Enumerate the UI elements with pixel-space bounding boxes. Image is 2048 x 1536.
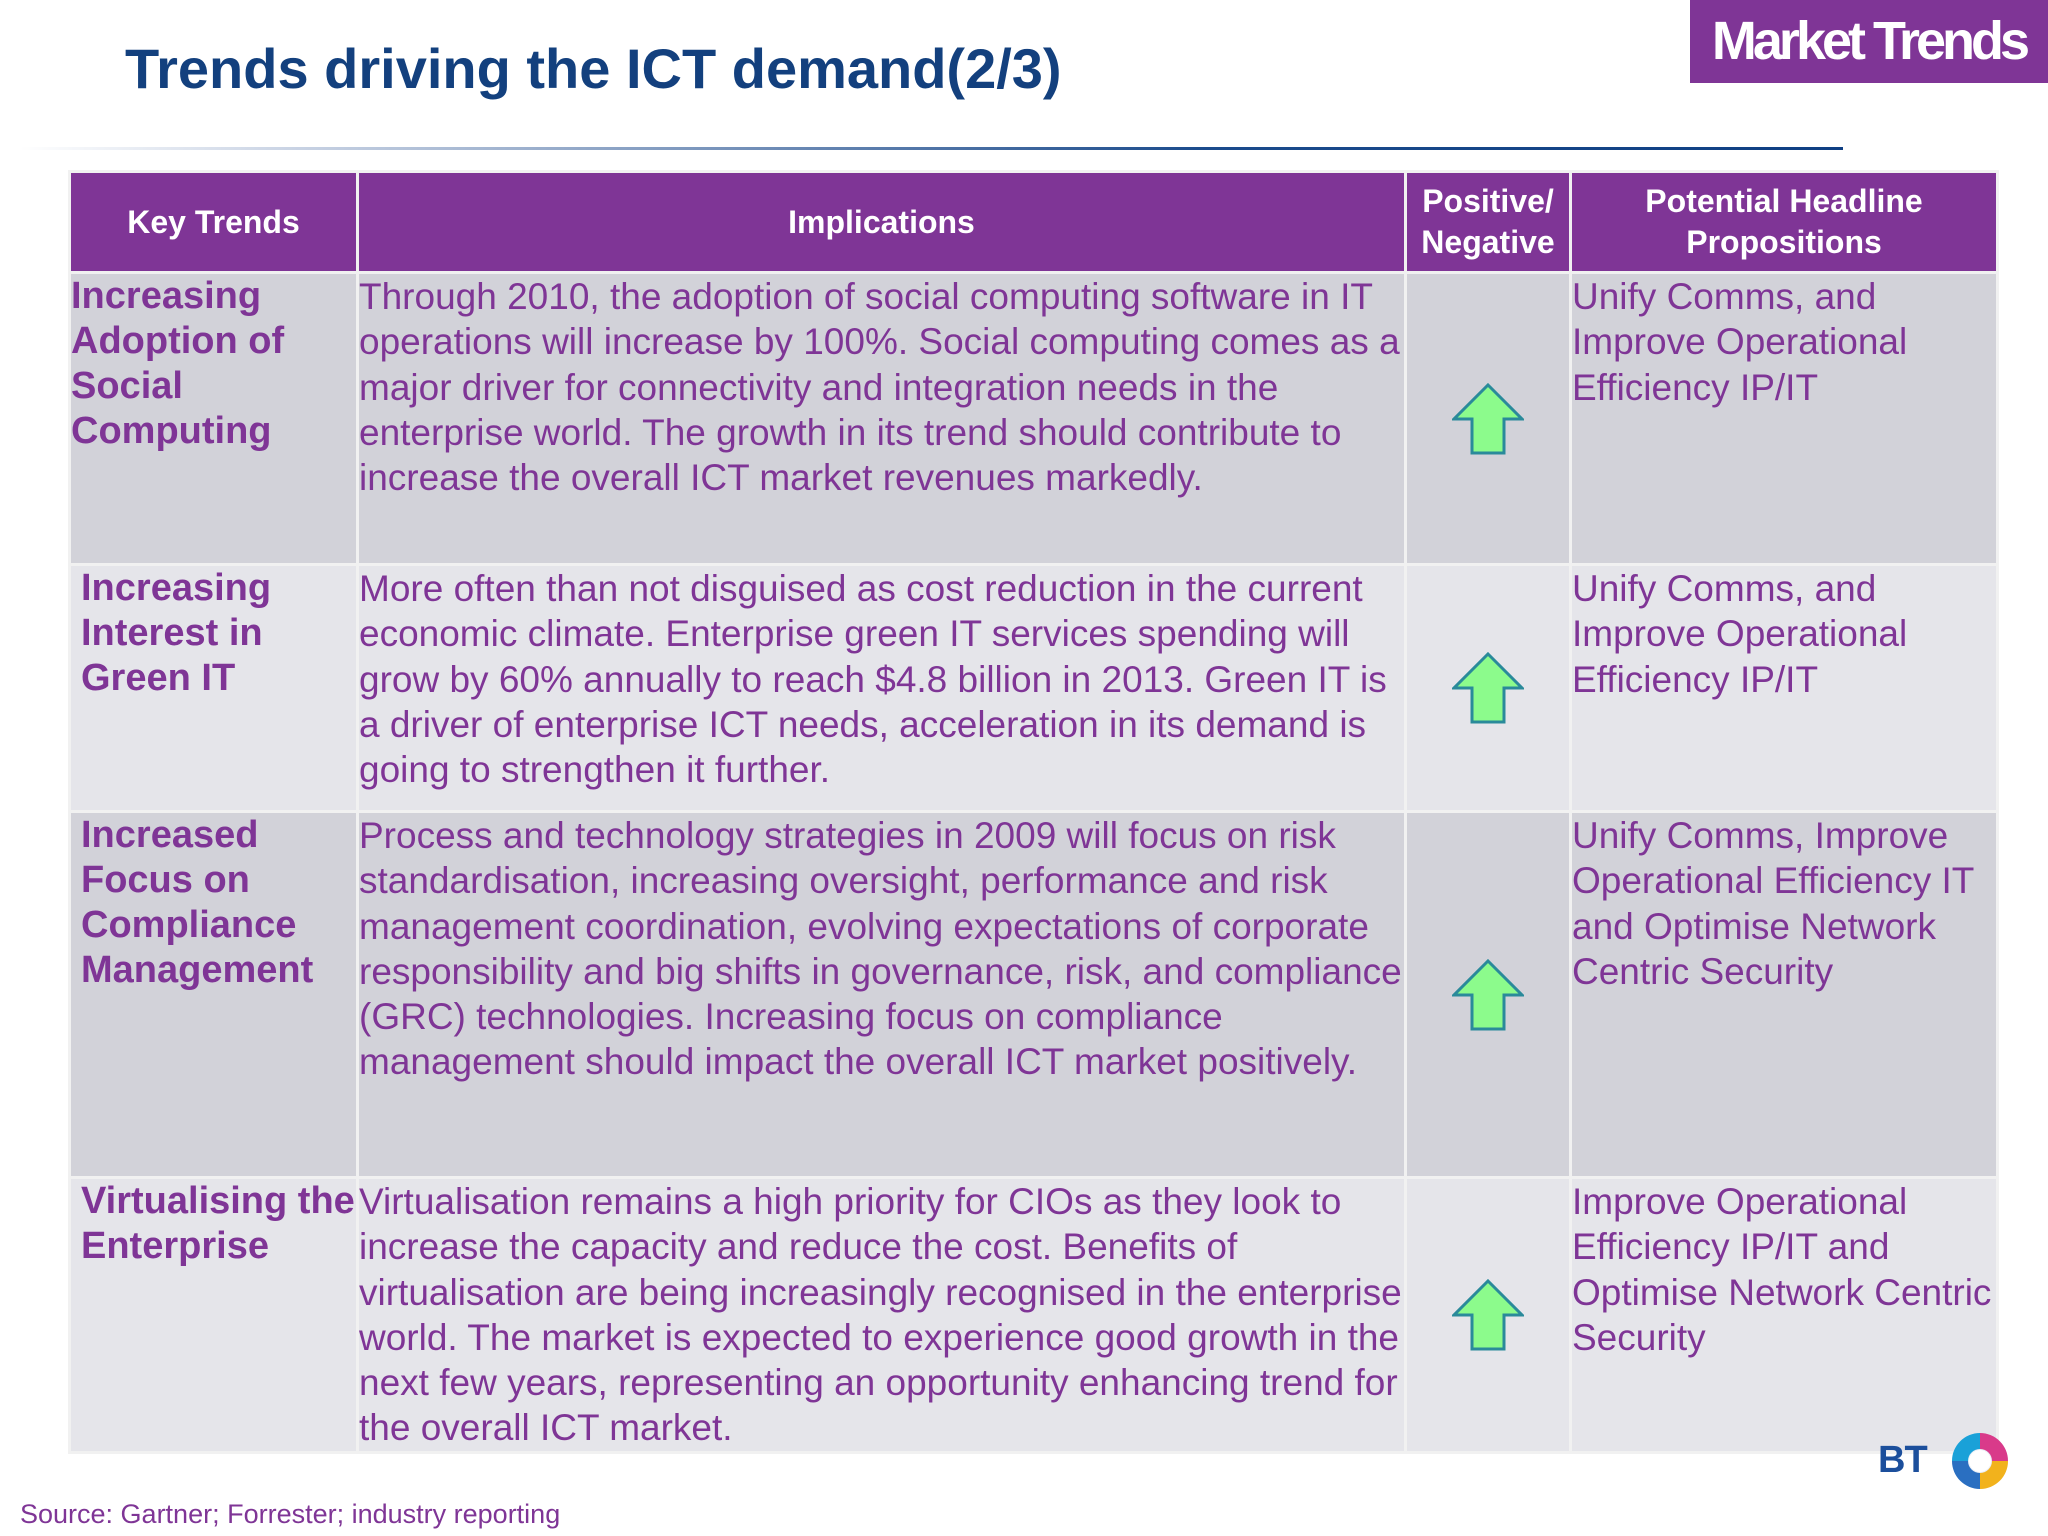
bt-globe-icon bbox=[1948, 1429, 2012, 1498]
impact-cell bbox=[1404, 271, 1572, 566]
table-header-row: Key Trends Implications Positive/ Negati… bbox=[68, 170, 1999, 274]
title-divider bbox=[20, 147, 1843, 150]
section-badge: Market Trends bbox=[1690, 0, 2048, 83]
header-positive-negative-line2: Negative bbox=[1421, 224, 1555, 260]
impact-cell bbox=[1404, 1176, 1572, 1454]
header-positive-negative-line1: Positive/ bbox=[1422, 183, 1554, 219]
header-propositions-line2: Propositions bbox=[1686, 224, 1882, 260]
trends-table: Key Trends Implications Positive/ Negati… bbox=[68, 170, 1999, 1454]
implication-cell: More often than not disguised as cost re… bbox=[356, 563, 1407, 813]
proposition-cell: Unify Comms, and Improve Operational Eff… bbox=[1569, 271, 1999, 566]
bt-logo-text: BT bbox=[1878, 1439, 1928, 1481]
proposition-cell: Unify Comms, Improve Operational Efficie… bbox=[1569, 810, 1999, 1179]
header-implications: Implications bbox=[356, 170, 1407, 274]
source-note: Source: Gartner; Forrester; industry rep… bbox=[20, 1499, 561, 1529]
trend-cell: Increasing Interest in Green IT bbox=[68, 563, 359, 813]
header-propositions: Potential Headline Propositions bbox=[1569, 170, 1999, 274]
impact-cell bbox=[1404, 810, 1572, 1179]
impact-cell bbox=[1404, 563, 1572, 813]
green-up-arrow-icon bbox=[1407, 382, 1569, 455]
header-propositions-line1: Potential Headline bbox=[1645, 183, 1923, 219]
header-key-trends: Key Trends bbox=[68, 170, 359, 274]
green-up-arrow-icon bbox=[1407, 652, 1569, 724]
table-row: Increased Focus on Compliance Management… bbox=[68, 810, 1999, 1179]
green-up-arrow-icon bbox=[1407, 1278, 1569, 1351]
header-positive-negative: Positive/ Negative bbox=[1404, 170, 1572, 274]
trend-cell: Increasing Adoption of Social Computing bbox=[68, 271, 359, 566]
slide-title: Trends driving the ICT demand(2/3) bbox=[125, 37, 1062, 100]
trend-cell: Increased Focus on Compliance Management bbox=[68, 810, 359, 1179]
table-row: Virtualising the Enterprise Virtualisati… bbox=[68, 1176, 1999, 1454]
implication-cell: Process and technology strategies in 200… bbox=[356, 810, 1407, 1179]
trend-cell: Virtualising the Enterprise bbox=[68, 1176, 359, 1454]
table-row: Increasing Interest in Green IT More oft… bbox=[68, 563, 1999, 813]
proposition-cell: Improve Operational Efficiency IP/IT and… bbox=[1569, 1176, 1999, 1454]
proposition-cell: Unify Comms, and Improve Operational Eff… bbox=[1569, 563, 1999, 813]
implication-cell: Virtualisation remains a high priority f… bbox=[356, 1176, 1407, 1454]
implication-cell: Through 2010, the adoption of social com… bbox=[356, 271, 1407, 566]
green-up-arrow-icon bbox=[1407, 958, 1569, 1031]
table-row: Increasing Adoption of Social Computing … bbox=[68, 271, 1999, 566]
bt-logo: BT bbox=[1878, 1425, 2038, 1495]
